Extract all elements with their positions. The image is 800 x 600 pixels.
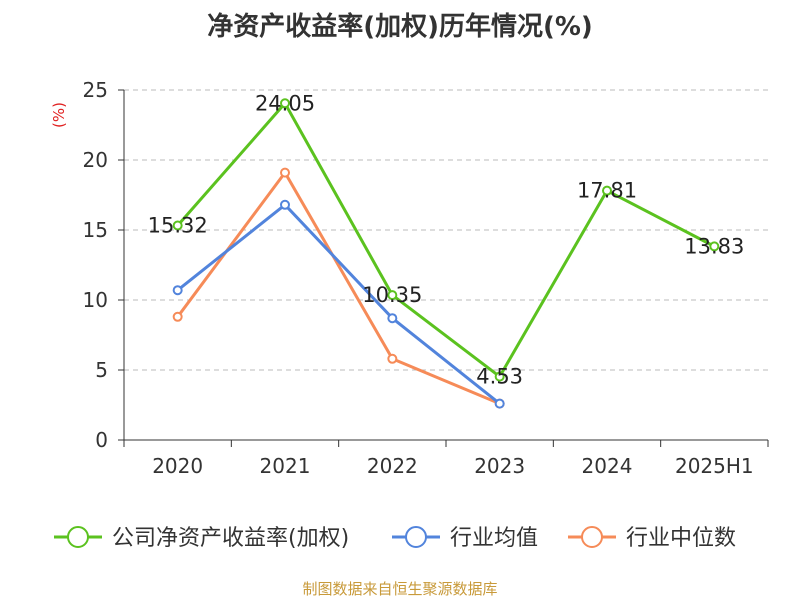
data-label: 13.83 [684, 234, 744, 258]
series-line-2 [176, 171, 501, 405]
series-point-1 [387, 313, 398, 324]
axes: 0 5 10 15 20 25 2020 2021 2022 2023 2024 2025H1 [83, 78, 769, 478]
y-tick-label: 25 [83, 78, 108, 102]
series-point-1 [494, 398, 505, 409]
legend-label: 行业均值 [450, 526, 538, 551]
data-label: 4.53 [476, 365, 523, 389]
data-label: 10.35 [362, 283, 422, 307]
y-tick-label: 10 [83, 288, 108, 312]
series-point-0 [387, 290, 398, 301]
y-tick-label: 5 [95, 358, 108, 382]
series-point-2 [280, 167, 290, 178]
data-label: 17.81 [577, 179, 637, 203]
series-point-1 [280, 199, 290, 210]
x-tick-label: 2024 [582, 454, 633, 478]
legend-label: 行业中位数 [626, 526, 736, 551]
series-line-0 [176, 101, 716, 379]
x-tick-label: 2021 [260, 454, 311, 478]
x-tick-label: 2023 [474, 454, 525, 478]
legend-label: 公司净资产收益率(加权) [112, 526, 349, 551]
y-tick-label: 0 [95, 428, 108, 452]
series-line-1 [176, 203, 501, 405]
grid-lines [124, 89, 768, 371]
legend-swatch-marker [67, 526, 89, 548]
y-tick-label: 20 [83, 148, 108, 172]
legend: 公司净资产收益率(加权) 行业均值 行业中位数 [54, 526, 736, 551]
series-point-2 [172, 311, 183, 322]
legend-swatch-marker [581, 526, 603, 548]
legend-swatch-marker [405, 526, 427, 548]
series-point-0 [280, 98, 290, 109]
chart-title: 净资产收益率(加权)历年情况(%) [207, 12, 593, 42]
series-point-0 [602, 185, 612, 196]
series-point-0 [172, 220, 183, 231]
data-labels: 15.32 24.05 10.35 4.53 17.81 13.83 [148, 91, 745, 388]
series-point-0 [709, 241, 720, 252]
x-tick-label: 2022 [367, 454, 418, 478]
series-point-1 [172, 285, 183, 296]
data-label: 15.32 [148, 214, 208, 238]
x-tick-label: 2020 [152, 454, 203, 478]
source-note: 制图数据来自恒生聚源数据库 [302, 580, 498, 598]
x-tick-label: 2025H1 [675, 454, 754, 478]
series-point-0 [494, 371, 505, 382]
series-point-2 [387, 353, 398, 364]
data-label: 24.05 [255, 91, 315, 115]
series-lines [172, 98, 720, 409]
y-tick-label: 15 [83, 218, 108, 242]
